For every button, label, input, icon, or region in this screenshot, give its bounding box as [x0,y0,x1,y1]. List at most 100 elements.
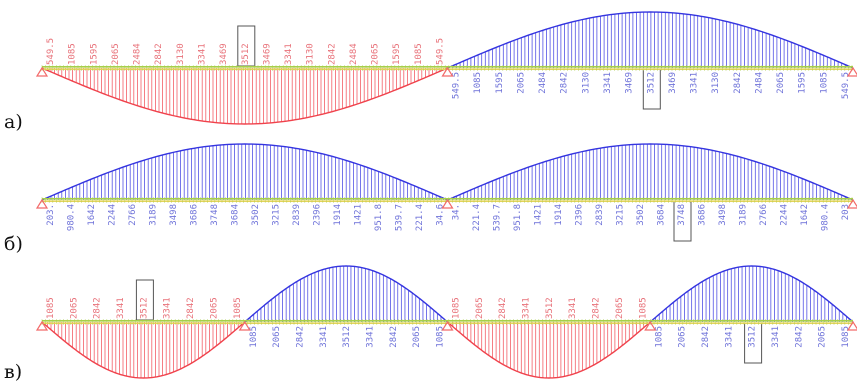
span-4-negative-moment: 1085 2065 2842 3341 3512 3341 2842 2065 1085 [649,265,854,364]
value-label: 2842 [733,72,743,94]
value-label: 3215 [616,204,626,226]
support-icon [846,66,857,77]
value-label: 3341 [319,326,329,348]
value-label: 549.5 [46,38,56,65]
value-label: 1595 [798,72,808,94]
beam-axis [41,319,853,325]
value-label: 2766 [759,204,769,226]
value-label: 2065 [371,43,381,65]
span-3-positive-moment: 1085 2065 2842 3341 3512 3341 2842 2065 1085 [447,297,651,379]
value-label: 2065 [412,326,422,348]
value-label: 549.5 [841,72,851,99]
value-label: 3341 [198,43,208,65]
value-label: 203 [841,204,851,220]
value-label: 1595 [495,72,505,94]
ordinate-lines [448,322,648,378]
value-label: 1085 [46,297,56,319]
value-label: 1085 [473,72,483,94]
support-icon [441,66,454,77]
value-label: 3341 [366,326,376,348]
support-icon [846,198,857,209]
value-label: 2842 [794,326,804,348]
value-label: 2065 [272,326,282,348]
support-icon [35,320,49,331]
moment-envelope [244,265,448,323]
value-label: 539.7 [493,204,503,231]
support-icon [441,320,454,331]
value-label: 3341 [690,72,700,94]
value-label: 3512 [748,326,758,348]
value-label: 3684 [231,204,241,226]
value-label: 2842 [186,297,196,319]
value-label: 3469 [219,43,229,65]
value-label: 1085 [436,326,446,348]
value-label: 2842 [560,72,570,94]
value-label: 1085 [249,326,259,348]
value-label: 549.5 [436,38,446,65]
value-label: 2766 [128,204,138,226]
value-label: 1421 [354,204,364,226]
support-icon [238,320,251,331]
value-label: 1914 [554,204,564,226]
value-label: 3512 [241,43,251,65]
value-label: 1914 [333,204,343,226]
value-label: 2244 [780,204,790,226]
ordinate-lines [43,68,448,124]
value-label: 2842 [592,297,602,319]
moment-envelope [41,321,246,379]
value-label: 3502 [636,204,646,226]
ordinate-lines [43,144,448,200]
value-label: 2065 [111,43,121,65]
value-label: 2839 [595,204,605,226]
value-label: 3215 [272,204,282,226]
ordinate-lines [448,12,853,68]
support-icon [846,320,857,331]
value-label: 2396 [575,204,585,226]
value-label: 3686 [190,204,200,226]
value-label: 549.5 [452,72,462,99]
panel-label: в) [4,361,22,383]
value-label: 2842 [327,43,337,65]
value-label: 3498 [169,204,179,226]
value-label: 3189 [739,204,749,226]
value-label: 539.7 [395,204,405,231]
ordinate-lines [43,322,243,378]
ordinate-lines [651,266,851,322]
moment-envelope [447,143,854,201]
value-label: 2065 [516,72,526,94]
value-label: 1595 [89,43,99,65]
value-label: 3498 [718,204,728,226]
span-1-negative-moment: 203. 980.4 1642 2244 2766 3189 3498 3686 3748 368… [41,143,448,231]
value-label: 2842 [498,297,508,319]
value-label: 2396 [313,204,323,226]
value-label: 2484 [754,72,764,94]
value-label: 2065 [615,297,625,319]
value-label: 980.4 [821,204,831,231]
value-label: 1085 [819,72,829,94]
value-label: 2484 [538,72,548,94]
value-label: 3748 [677,204,687,226]
value-label: 2484 [349,43,359,65]
value-label: 3469 [668,72,678,94]
support-icon [644,320,657,331]
value-label: 1085 [654,326,664,348]
value-label: 2065 [776,72,786,94]
value-label: 2484 [133,43,143,65]
support-icon [35,198,49,209]
value-label: 1085 [638,297,648,319]
value-label: 3469 [625,72,635,94]
value-label: 3341 [284,43,294,65]
value-label: 980.4 [67,204,77,231]
span-1-positive-moment: 549.5 1085 1595 2065 2484 2842 3130 3341 3469 351… [41,25,448,125]
value-label: 2065 [69,297,79,319]
span-2-negative-moment: 549.5 1085 1595 2065 2484 2842 3130 3341 3469 351… [447,11,854,110]
beam-axis [41,65,853,71]
span-1-positive-moment: 1085 2065 2842 3341 3512 3341 2842 2065 1085 [41,279,246,379]
value-label: 2065 [475,297,485,319]
value-label: 3512 [545,297,555,319]
value-label: 3341 [603,72,613,94]
value-label: 3341 [724,326,734,348]
value-label: 2839 [292,204,302,226]
moment-envelope [41,143,448,201]
